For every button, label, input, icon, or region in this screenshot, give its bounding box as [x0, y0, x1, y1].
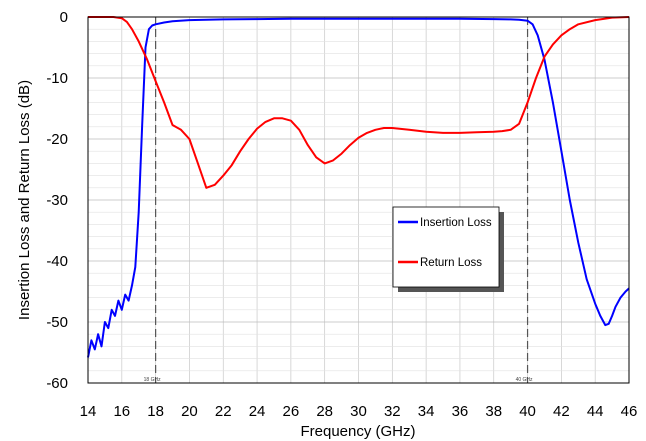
y-tick-label: -50: [46, 314, 68, 331]
x-tick-label: 42: [553, 403, 570, 420]
x-axis-title: Frequency (GHz): [300, 423, 415, 440]
x-tick-label: 22: [215, 403, 232, 420]
y-tick-label: -30: [46, 192, 68, 209]
legend-box: [392, 206, 500, 288]
series-lines: [87, 16, 630, 358]
legend: Insertion Loss Return Loss: [392, 206, 504, 292]
y-tick-label: -20: [46, 131, 68, 148]
y-axis-ticks: 0 -10 -20 -30 -40 -50 -60: [46, 9, 68, 392]
x-axis-ticks: 14 16 18 20 22 24 26 28 30 32 34 36 38 40 42 44 46: [80, 403, 638, 420]
legend-label-insertion-loss: Insertion Loss: [420, 217, 492, 229]
x-tick-label: 14: [80, 403, 97, 420]
x-tick-label: 46: [621, 403, 638, 420]
x-tick-label: 20: [181, 403, 198, 420]
x-tick-label: 18: [147, 403, 164, 420]
x-tick-label: 28: [316, 403, 333, 420]
x-tick-label: 36: [452, 403, 469, 420]
y-tick-label: -60: [46, 375, 68, 392]
x-tick-label: 26: [283, 403, 300, 420]
marker-label: 18 GHz: [144, 377, 161, 383]
y-tick-label: -40: [46, 253, 68, 270]
plot-frame: [87, 16, 630, 384]
y-tick-label: 0: [60, 9, 68, 26]
x-tick-label: 34: [418, 403, 435, 420]
y-tick-label: -10: [46, 70, 68, 87]
x-tick-label: 44: [587, 403, 604, 420]
x-tick-label: 38: [485, 403, 502, 420]
x-tick-label: 24: [249, 403, 266, 420]
series-line-1: [88, 16, 630, 189]
x-tick-label: 30: [350, 403, 367, 420]
legend-label-return-loss: Return Loss: [420, 257, 482, 269]
x-tick-label: 16: [113, 403, 130, 420]
series-line-0: [87, 17, 630, 358]
x-tick-label: 40: [519, 403, 536, 420]
marker-label: 40 GHz: [516, 377, 533, 383]
frequency-markers: 18 GHz 40 GHz: [144, 17, 533, 383]
y-axis-title: Insertion Loss and Return Loss (dB): [16, 80, 33, 320]
x-tick-label: 32: [384, 403, 401, 420]
